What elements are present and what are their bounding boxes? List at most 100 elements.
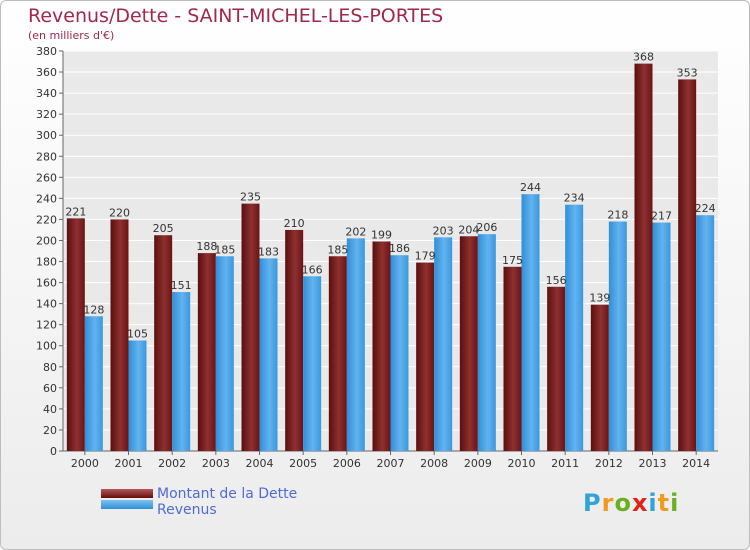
data-label-dette: 210 xyxy=(284,217,305,230)
bar-revenus xyxy=(477,234,496,451)
logo-letter: r xyxy=(601,489,615,517)
x-tick-label: 2004 xyxy=(246,457,274,470)
y-tick-label: 240 xyxy=(36,192,57,205)
data-label-dette: 205 xyxy=(153,222,174,235)
data-label-dette: 368 xyxy=(633,51,654,64)
bar-revenus xyxy=(128,340,147,451)
proxiti-logo: Proxiti xyxy=(583,489,679,517)
data-label-revenus: 183 xyxy=(258,245,279,258)
y-tick-label: 60 xyxy=(43,382,57,395)
data-label-revenus: 151 xyxy=(171,279,192,292)
data-label-revenus: 166 xyxy=(302,263,323,276)
x-tick-label: 2002 xyxy=(158,457,186,470)
legend-swatch-revenus xyxy=(101,500,153,509)
y-tick-label: 320 xyxy=(36,108,57,121)
data-label-dette: 220 xyxy=(109,206,130,219)
bar-dette xyxy=(328,256,347,451)
logo-letter: i xyxy=(648,489,658,517)
x-tick-label: 2009 xyxy=(464,457,492,470)
bar-revenus xyxy=(303,276,322,451)
x-tick-label: 2008 xyxy=(420,457,448,470)
y-tick-label: 300 xyxy=(36,129,57,142)
bar-dette xyxy=(241,203,260,451)
y-tick-label: 180 xyxy=(36,256,57,269)
bar-dette xyxy=(66,218,85,451)
data-label-dette: 179 xyxy=(415,250,436,263)
bar-dette xyxy=(459,236,478,451)
x-tick-label: 2003 xyxy=(202,457,230,470)
bar-dette xyxy=(547,286,566,451)
bar-revenus xyxy=(608,221,627,451)
bar-dette xyxy=(503,266,522,451)
data-label-revenus: 128 xyxy=(83,303,104,316)
logo-letter: x xyxy=(631,489,649,517)
bar-revenus xyxy=(696,215,715,451)
x-tick-label: 2014 xyxy=(682,457,710,470)
bar-dette xyxy=(634,63,653,451)
bar-revenus xyxy=(84,316,103,451)
y-tick-label: 160 xyxy=(36,277,57,290)
legend-swatch-dette xyxy=(101,489,153,498)
data-label-dette: 185 xyxy=(327,243,348,256)
y-tick-label: 40 xyxy=(43,403,57,416)
y-tick-label: 260 xyxy=(36,171,57,184)
bar-revenus xyxy=(215,256,234,451)
y-tick-label: 280 xyxy=(36,150,57,163)
bar-dette xyxy=(154,235,173,451)
logo-letter: i xyxy=(670,489,680,517)
y-tick-label: 0 xyxy=(50,445,57,458)
y-tick-label: 380 xyxy=(36,45,57,58)
chart-subtitle: (en milliers d'€) xyxy=(28,29,115,42)
bar-dette xyxy=(197,253,216,451)
data-label-revenus: 185 xyxy=(214,243,235,256)
x-tick-label: 2010 xyxy=(508,457,536,470)
data-label-revenus: 224 xyxy=(695,202,716,215)
x-tick-label: 2007 xyxy=(377,457,405,470)
bar-revenus xyxy=(521,194,540,451)
legend-label-dette: Montant de la Dette xyxy=(157,486,298,502)
logo-letter: t xyxy=(657,489,671,517)
data-label-revenus: 217 xyxy=(651,210,672,223)
y-tick-label: 100 xyxy=(36,340,57,353)
data-label-dette: 204 xyxy=(458,223,479,236)
bar-dette xyxy=(678,79,697,451)
data-label-revenus: 206 xyxy=(476,221,497,234)
bar-revenus xyxy=(652,222,671,451)
y-tick-label: 140 xyxy=(36,298,57,311)
logo-letter: P xyxy=(583,489,602,517)
x-tick-label: 2000 xyxy=(71,457,99,470)
bar-revenus xyxy=(390,255,409,451)
x-tick-label: 2005 xyxy=(289,457,317,470)
data-label-revenus: 186 xyxy=(389,242,410,255)
logo-letter: o xyxy=(614,489,632,517)
y-tick-label: 220 xyxy=(36,213,57,226)
y-tick-label: 20 xyxy=(43,424,57,437)
bar-dette xyxy=(285,229,304,451)
data-label-dette: 353 xyxy=(677,66,698,79)
data-label-dette: 156 xyxy=(546,274,567,287)
chart-title: Revenus/Dette - SAINT-MICHEL-LES-PORTES xyxy=(28,5,444,27)
y-tick-label: 120 xyxy=(36,319,57,332)
x-tick-label: 2001 xyxy=(115,457,143,470)
bar-dette xyxy=(110,219,129,451)
data-label-revenus: 202 xyxy=(345,225,366,238)
bar-revenus xyxy=(434,237,453,451)
data-label-dette: 221 xyxy=(65,205,86,218)
x-tick-label: 2013 xyxy=(639,457,667,470)
y-tick-label: 80 xyxy=(43,361,57,374)
data-label-revenus: 105 xyxy=(127,327,148,340)
y-tick-label: 360 xyxy=(36,66,57,79)
bar-chart: 0 20 40 60 80 100 120 140 160 180 200 220 240 260 280 3… xyxy=(36,45,718,470)
data-label-dette: 139 xyxy=(589,292,610,305)
data-label-revenus: 234 xyxy=(564,192,585,205)
data-label-dette: 199 xyxy=(371,229,392,242)
x-tick-label: 2006 xyxy=(333,457,361,470)
legend-label-revenus: Revenus xyxy=(157,502,217,518)
bar-dette xyxy=(590,304,609,451)
data-label-revenus: 244 xyxy=(520,181,541,194)
data-label-dette: 235 xyxy=(240,191,261,204)
bar-dette xyxy=(416,262,435,451)
bar-dette xyxy=(372,241,391,451)
data-label-revenus: 218 xyxy=(607,209,628,222)
